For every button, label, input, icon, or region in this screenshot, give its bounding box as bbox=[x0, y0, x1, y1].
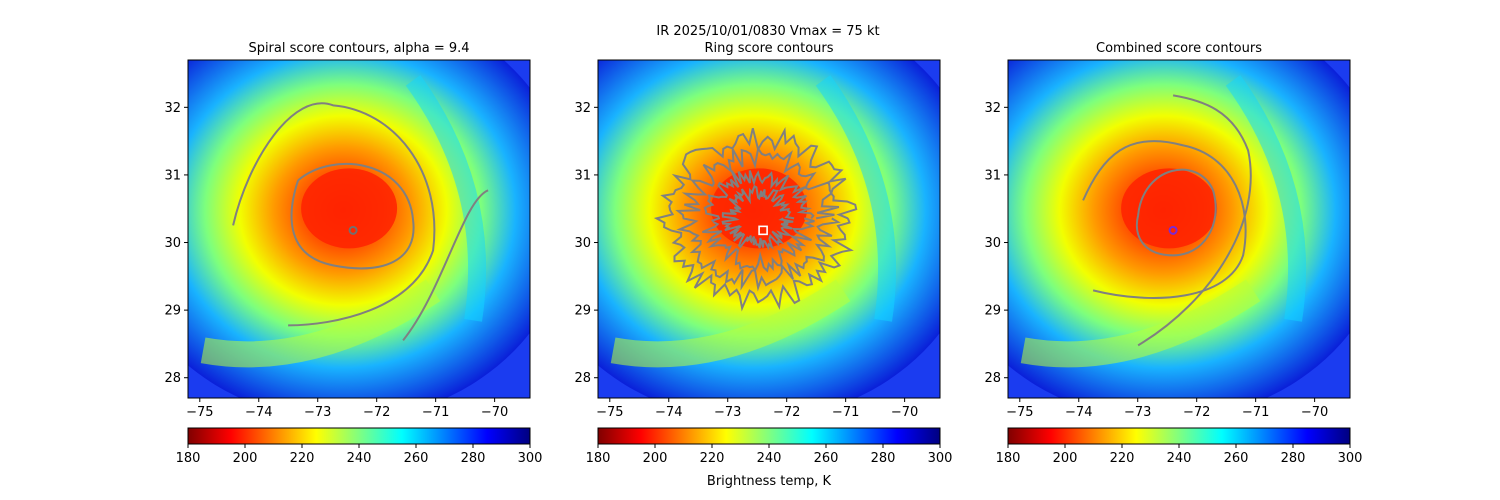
y-tick-label: 29 bbox=[574, 304, 591, 319]
y-tick-label: 28 bbox=[574, 371, 591, 386]
colorbar-tick-label: 180 bbox=[176, 451, 201, 466]
colorbar-tick-label: 220 bbox=[700, 451, 725, 466]
x-tick-label: −74 bbox=[245, 405, 272, 420]
y-tick-label: 31 bbox=[574, 168, 591, 183]
colorbar-tick-label: 300 bbox=[518, 451, 543, 466]
colorbar: 180 200 220 240 260 280 300 bbox=[176, 427, 543, 466]
x-tick-label: −73 bbox=[714, 405, 741, 420]
brightness-temp-image bbox=[188, 60, 530, 398]
colorbar-tick-label: 180 bbox=[996, 451, 1021, 466]
brightness-temp-image bbox=[1008, 60, 1350, 398]
y-tick-label: 30 bbox=[164, 236, 181, 251]
colorbar-tick-label: 300 bbox=[1338, 451, 1363, 466]
combined-contour-east bbox=[1137, 94, 1252, 347]
colorbar: 180 200 220 240 260 280 300 bbox=[996, 427, 1363, 466]
axes-frame bbox=[1007, 59, 1351, 399]
x-tick-label: −74 bbox=[655, 405, 682, 420]
y-tick-label: 31 bbox=[984, 168, 1001, 183]
ring-contour-3 bbox=[702, 170, 815, 273]
colorbar-tick-label: 280 bbox=[461, 451, 486, 466]
panel-3: Combined score contours −75 −74 −73 −72 −71 −7… bbox=[984, 41, 1363, 466]
y-tick-label: 29 bbox=[164, 304, 181, 319]
colorbar-tick-label: 240 bbox=[1167, 451, 1192, 466]
ring-contour-4 bbox=[721, 184, 795, 251]
spiral-contour-outer bbox=[232, 102, 436, 327]
ring-contour-2 bbox=[675, 146, 841, 292]
spiral-contour-inner bbox=[290, 162, 415, 270]
panel-title: Ring score contours bbox=[704, 41, 833, 56]
panel-2: Ring score contours −75 −74 −73 −72 −71 −70 28 2… bbox=[574, 41, 953, 466]
colorbar-tick-label: 260 bbox=[404, 451, 429, 466]
x-tick-label: −71 bbox=[422, 405, 449, 420]
y-tick-label: 30 bbox=[574, 236, 591, 251]
x-tick-label: −72 bbox=[1183, 405, 1210, 420]
x-tick-label: −70 bbox=[481, 405, 508, 420]
x-tick-label: −73 bbox=[1124, 405, 1151, 420]
center-marker bbox=[758, 225, 768, 236]
score-contours bbox=[232, 102, 489, 341]
colorbar-tick-label: 200 bbox=[233, 451, 258, 466]
x-tick-label: −72 bbox=[363, 405, 390, 420]
colorbar-tick-label: 280 bbox=[871, 451, 896, 466]
x-tick-label: −72 bbox=[773, 405, 800, 420]
y-tick-label: 30 bbox=[984, 236, 1001, 251]
center-marker bbox=[1168, 225, 1178, 235]
colorbar: 180 200 220 240 260 280 300 bbox=[586, 427, 953, 466]
colorbar-tick-label: 260 bbox=[1224, 451, 1249, 466]
combined-contour-inner bbox=[1135, 168, 1217, 257]
colorbar-tick-label: 200 bbox=[643, 451, 668, 466]
x-tick-label: −71 bbox=[1242, 405, 1269, 420]
y-tick-label: 32 bbox=[574, 101, 591, 116]
y-tick-label: 28 bbox=[984, 371, 1001, 386]
ring-contour-1 bbox=[653, 127, 858, 312]
x-tick-label: −71 bbox=[832, 405, 859, 420]
colorbar-tick-label: 220 bbox=[1110, 451, 1135, 466]
panel-title: Combined score contours bbox=[1096, 41, 1262, 56]
panel-title: Spiral score contours, alpha = 9.4 bbox=[248, 41, 469, 56]
axes-frame bbox=[187, 59, 531, 399]
spiral-contour-east bbox=[402, 189, 489, 341]
colorbar-tick-label: 240 bbox=[757, 451, 782, 466]
x-tick-label: −73 bbox=[304, 405, 331, 420]
x-tick-label: −74 bbox=[1065, 405, 1092, 420]
y-tick-label: 28 bbox=[164, 371, 181, 386]
colorbar-tick-label: 240 bbox=[347, 451, 372, 466]
y-tick-label: 32 bbox=[984, 101, 1001, 116]
colorbar-gradient bbox=[1007, 427, 1351, 445]
x-tick-label: −70 bbox=[1301, 405, 1328, 420]
colorbar-gradient bbox=[187, 427, 531, 445]
axes-frame bbox=[597, 59, 941, 399]
y-tick-label: 32 bbox=[164, 101, 181, 116]
x-tick-label: −75 bbox=[1006, 405, 1033, 420]
figure-suptitle: IR 2025/10/01/0830 Vmax = 75 kt bbox=[656, 24, 879, 39]
colorbar-label: Brightness temp, K bbox=[707, 474, 832, 489]
x-tick-label: −75 bbox=[186, 405, 213, 420]
colorbar-tick-label: 180 bbox=[586, 451, 611, 466]
colorbar-tick-label: 260 bbox=[814, 451, 839, 466]
colorbar-tick-label: 220 bbox=[290, 451, 315, 466]
panel-1: Spiral score contours, alpha = 9.4 −75 −74… bbox=[164, 41, 543, 466]
score-contours bbox=[653, 127, 858, 312]
colorbar-tick-label: 200 bbox=[1053, 451, 1078, 466]
y-tick-label: 31 bbox=[164, 168, 181, 183]
colorbar-tick-label: 280 bbox=[1281, 451, 1306, 466]
combined-contour-outer bbox=[1082, 140, 1247, 299]
brightness-temp-image bbox=[598, 60, 940, 398]
x-tick-label: −75 bbox=[596, 405, 623, 420]
score-contours bbox=[1082, 94, 1252, 347]
y-tick-label: 29 bbox=[984, 304, 1001, 319]
colorbar-tick-label: 300 bbox=[928, 451, 953, 466]
x-tick-label: −70 bbox=[891, 405, 918, 420]
center-marker bbox=[348, 225, 358, 235]
colorbar-gradient bbox=[597, 427, 941, 445]
